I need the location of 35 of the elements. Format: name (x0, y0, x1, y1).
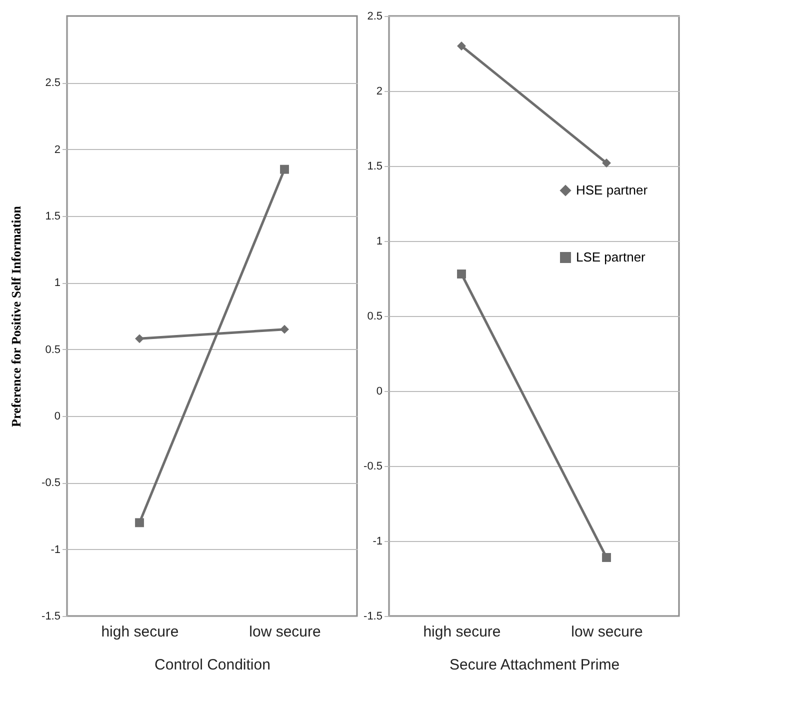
x-axis-title: Secure Attachment Prime (449, 656, 620, 674)
point (457, 270, 466, 278)
y-tick-label: 1.5 (367, 160, 382, 172)
y-axis-title: Preference for Positive Self Information (8, 205, 24, 427)
x-tick-label: high secure (101, 624, 179, 640)
point (280, 324, 289, 334)
point (457, 42, 466, 50)
y-tick-label: 2 (376, 86, 382, 98)
y-tick-label: 0 (376, 386, 382, 398)
y-tick-label: 0 (54, 410, 60, 422)
y-tick-label: -1.5 (364, 610, 382, 622)
x-axis-title: Control Condition (154, 656, 270, 674)
legend-label: LSE partner (576, 250, 646, 264)
y-tick-label: 2.5 (367, 10, 382, 22)
y-tick-label: -1 (372, 536, 382, 548)
y-tick-label: 2 (54, 144, 60, 156)
legend-label: HSE partner (576, 182, 648, 198)
point (280, 164, 289, 174)
y-tick-label: 2.5 (45, 77, 60, 90)
y-tick-label: -0.5 (364, 460, 382, 472)
y-tick-label: 1.5 (45, 210, 60, 222)
point (135, 518, 144, 528)
y-tick-label: 1 (376, 236, 382, 248)
point (135, 334, 144, 344)
y-tick-label: -0.5 (42, 477, 60, 490)
y-tick-label: 1 (54, 277, 60, 290)
point (602, 553, 611, 562)
y-tick-label: 0.5 (45, 344, 60, 356)
x-tick-label: high secure (423, 624, 501, 640)
x-tick-label: low secure (571, 624, 643, 640)
y-tick-label: 0.5 (367, 310, 382, 322)
x-tick-label: low secure (249, 624, 321, 640)
y-tick-label: -1.5 (42, 610, 60, 622)
point (602, 158, 611, 168)
y-tick-label: -1 (50, 544, 60, 556)
